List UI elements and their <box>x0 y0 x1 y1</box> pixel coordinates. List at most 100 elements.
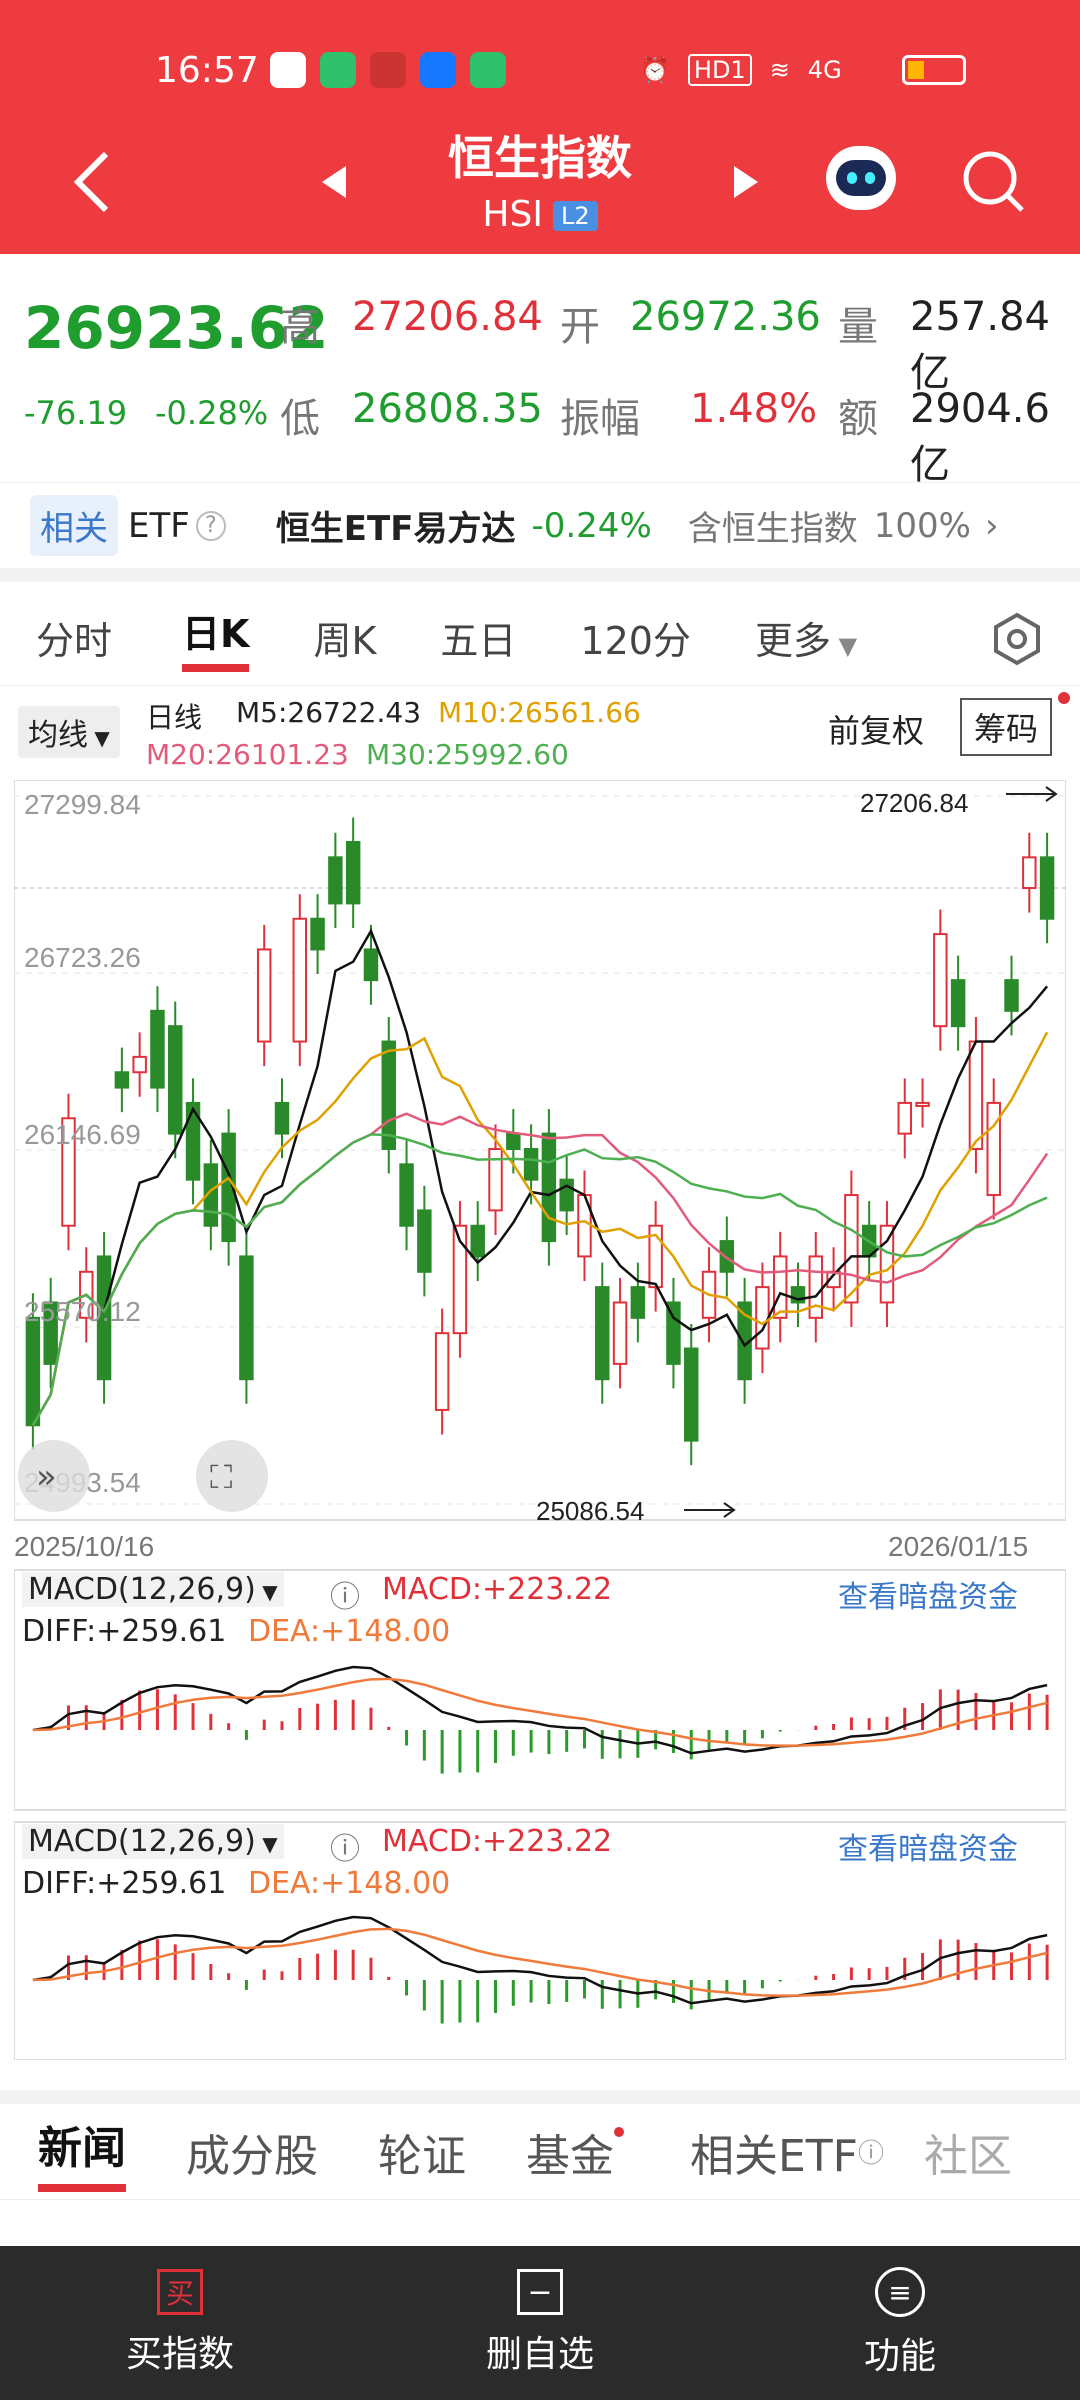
help-icon[interactable]: ? <box>195 510 226 541</box>
back-icon[interactable] <box>70 150 114 214</box>
tab-warrants[interactable]: 轮证 <box>378 2130 466 2182</box>
candle-body <box>1022 856 1037 890</box>
amount-value: 2904.6亿 <box>910 386 1050 488</box>
dea-value: DEA:+148.00 <box>248 1866 451 1901</box>
ma5-value: M5:26722.43 <box>236 696 422 729</box>
kline-chart[interactable]: 27299.8426723.2626146.6925570.1224993.54… <box>14 780 1066 2060</box>
related-tag: 相关 <box>30 495 118 556</box>
buy-index-label: 买指数 <box>125 2334 234 2375</box>
candle-body <box>399 1163 414 1227</box>
action-bar: 买 买指数 − 删自选 ≡ 功能 <box>0 2246 1080 2400</box>
notification-dot <box>614 2126 624 2137</box>
low-label: 低 <box>280 396 320 442</box>
y-tick-label: 25570.12 <box>24 1296 141 1327</box>
candle-body <box>363 948 379 982</box>
content-tabs: 新闻 成分股 轮证 基金 相关ETF ⓘ 社区 <box>0 2090 1080 2200</box>
candle-body <box>844 1194 859 1304</box>
tab-more[interactable]: 更多 ▼ <box>754 619 858 663</box>
dark-pool-link[interactable]: 查看暗盘资金 <box>838 1580 1018 1615</box>
help-icon[interactable]: ⓘ <box>330 1832 360 1867</box>
dea-line <box>32 1927 1048 1997</box>
tab-news[interactable]: 新闻 <box>38 2112 126 2192</box>
next-index-icon[interactable] <box>732 164 762 200</box>
candle-body <box>239 1255 254 1381</box>
candle-body <box>61 1117 76 1227</box>
ma30-value: M30:25992.60 <box>366 738 569 771</box>
candle-body <box>310 917 325 951</box>
dea-value: DEA:+148.00 <box>248 1614 451 1649</box>
candle-body <box>434 1332 450 1411</box>
robot-assistant-icon[interactable] <box>826 146 896 210</box>
tab-five-day[interactable]: 五日 <box>440 619 517 663</box>
battery-icon <box>901 55 966 85</box>
chevron-right-icon: › <box>984 505 999 546</box>
candle-body <box>470 1224 485 1258</box>
search-icon[interactable] <box>960 148 1026 214</box>
related-etf-row[interactable]: 相关 ETF ? 恒生ETF易方达 -0.24% 含恒生指数 100% › <box>0 482 1080 582</box>
candle-body <box>132 1055 147 1074</box>
diff-value: DIFF:+259.61 <box>22 1866 227 1901</box>
remove-watchlist-button[interactable]: − 删自选 <box>360 2246 720 2400</box>
period-label: 日线 <box>146 701 203 734</box>
high-label: 高 <box>280 304 320 350</box>
macd-selector[interactable]: MACD(12,26,9) ▼ <box>22 1824 284 1859</box>
tab-community[interactable]: 社区 <box>924 2130 1013 2182</box>
candle-body <box>292 917 308 1043</box>
function-button[interactable]: ≡ 功能 <box>720 2246 1080 2400</box>
candle-body <box>915 1101 930 1107</box>
candle-body <box>968 1040 984 1150</box>
remove-icon: − <box>517 2269 563 2315</box>
caret-down-icon: ▼ <box>88 726 110 750</box>
last-price: 26923.62 <box>24 294 329 362</box>
diff-value: DIFF:+259.61 <box>22 1614 227 1649</box>
buy-icon: 买 <box>157 2269 203 2315</box>
candle-body <box>630 1286 646 1319</box>
candle-body <box>25 1316 41 1427</box>
candle-body <box>808 1255 824 1319</box>
candle-body <box>595 1286 610 1381</box>
prev-index-icon[interactable] <box>318 164 348 200</box>
menu-icon: ≡ <box>875 2267 925 2317</box>
candle-body <box>96 1255 112 1381</box>
adjust-button[interactable]: 前复权 <box>828 712 925 750</box>
tab-timeshare[interactable]: 分时 <box>36 619 113 663</box>
tab-120min[interactable]: 120分 <box>580 619 691 663</box>
buy-index-button[interactable]: 买 买指数 <box>0 2246 360 2400</box>
app-icon <box>370 52 406 88</box>
dark-pool-link[interactable]: 查看暗盘资金 <box>838 1832 1018 1867</box>
candle-body <box>666 1301 681 1365</box>
settings-icon[interactable] <box>990 612 1044 666</box>
etf-desc: 含恒生指数 <box>687 509 858 549</box>
y-tick-label: 27299.84 <box>24 789 141 820</box>
candle-body <box>1004 979 1019 1012</box>
etf-name: 恒生ETF易方达 <box>275 509 516 549</box>
macd-selector[interactable]: MACD(12,26,9) ▼ <box>22 1572 284 1607</box>
period-tabs: 分时 日K 周K 五日 120分 更多 ▼ <box>0 590 1080 686</box>
fullscreen-icon[interactable] <box>196 1440 268 1512</box>
header-bar: 16:57 ⏰ HD1 ≋ 4G 恒生指数 HSI L2 <box>0 0 1080 254</box>
candle-body <box>684 1347 699 1442</box>
open-value: 26972.36 <box>630 294 821 340</box>
candle-body <box>114 1071 130 1089</box>
function-label: 功能 <box>863 2336 936 2377</box>
candle-body <box>274 1101 290 1135</box>
candle-body <box>523 1147 539 1181</box>
tab-funds[interactable]: 基金 <box>526 2130 614 2182</box>
chip-button[interactable]: 筹码 <box>960 698 1053 756</box>
candle-body <box>772 1255 788 1319</box>
amount-label: 额 <box>838 396 878 442</box>
help-icon[interactable]: ⓘ <box>858 2139 885 2169</box>
candle-body <box>559 1178 574 1212</box>
y-tick-label: 26723.26 <box>24 942 141 973</box>
tab-weekly-k[interactable]: 周K <box>313 619 377 663</box>
help-icon[interactable]: ⓘ <box>330 1580 360 1615</box>
tab-related-etf[interactable]: 相关ETF <box>690 2130 858 2182</box>
expand-icon[interactable] <box>18 1440 90 1512</box>
ma-toggle-button[interactable]: 均线 ▼ <box>18 706 120 758</box>
dea-line <box>32 1677 1048 1747</box>
caret-down-icon: ▼ <box>255 1580 278 1604</box>
notification-dot <box>1058 692 1070 704</box>
etf-label: ETF <box>128 505 190 546</box>
tab-constituents[interactable]: 成分股 <box>186 2130 318 2182</box>
tab-daily-k[interactable]: 日K <box>182 603 250 672</box>
